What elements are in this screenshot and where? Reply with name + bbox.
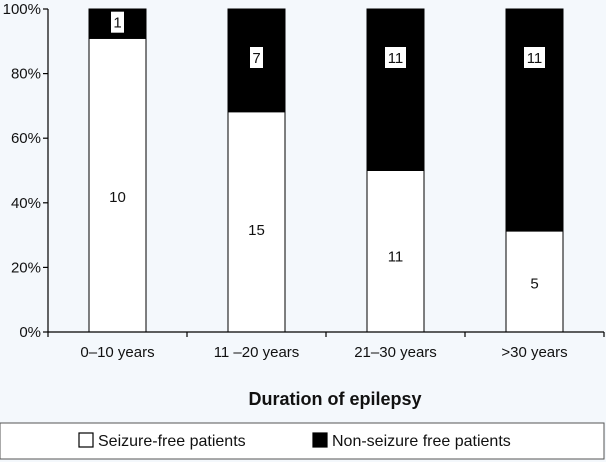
y-tick-label: 20% (11, 259, 41, 276)
y-tick-label: 0% (19, 324, 41, 341)
data-label-non-seizure-free: 11 (388, 50, 404, 67)
data-label-non-seizure-free: 11 (527, 50, 543, 67)
legend-swatch-non-seizure-free (312, 432, 328, 448)
legend-swatch-seizure-free (78, 432, 94, 448)
data-label-background (385, 47, 406, 68)
data-label-background (524, 47, 545, 68)
data-label-seizure-free: 11 (388, 248, 404, 265)
bar-segment-seizure-free (88, 37, 147, 333)
bar-segment-seizure-free (227, 111, 286, 333)
bar-segment-non-seizure-free (366, 8, 425, 171)
data-label-seizure-free: 5 (530, 276, 538, 293)
y-axis: 0% 20% 40% 60% 80% 100% (3, 1, 49, 341)
legend-label-non-seizure-free: Non-seizure free patients (332, 433, 511, 450)
legend: Seizure-free patients Non-seizure free p… (0, 422, 605, 460)
x-axis: 0–10 years 11 –20 years 21–30 years >30 yea… (47, 331, 605, 361)
data-label-background (111, 11, 124, 33)
x-tick-label: 0–10 years (80, 344, 154, 361)
x-tick-label: 21–30 years (354, 344, 437, 361)
x-tick-label: >30 years (501, 344, 567, 361)
bar-segment-non-seizure-free (505, 8, 564, 232)
bar-segment-seizure-free (366, 170, 425, 333)
data-label-non-seizure-free: 1 (113, 15, 121, 32)
x-axis-title: Duration of epilepsy (248, 389, 421, 409)
data-label-seizure-free: 10 (109, 189, 126, 206)
y-tick-label: 80% (11, 66, 41, 83)
data-label-non-seizure-free: 7 (252, 50, 260, 67)
y-tick-label: 100% (3, 1, 41, 18)
y-tick-label: 60% (11, 130, 41, 147)
data-label-background (250, 47, 263, 68)
y-tick-label: 40% (11, 195, 41, 212)
data-label-seizure-free: 15 (248, 222, 265, 239)
legend-label-seizure-free: Seizure-free patients (98, 433, 246, 450)
x-tick-label: 11 –20 years (214, 344, 300, 361)
